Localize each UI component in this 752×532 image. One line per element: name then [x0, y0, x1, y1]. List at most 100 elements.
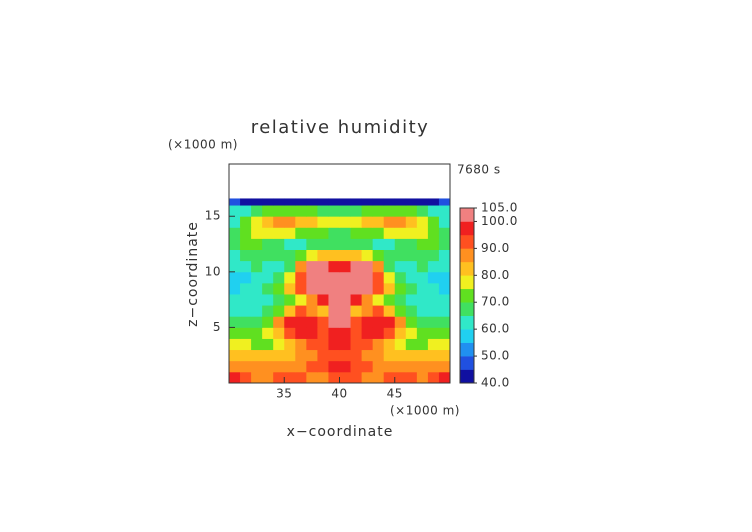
- heat-cell: [317, 271, 329, 284]
- heat-cell: [405, 371, 418, 384]
- heat-cell: [317, 249, 329, 262]
- colorbar-band: [460, 288, 474, 303]
- colorbar-band: [460, 369, 474, 384]
- heat-cell: [251, 205, 263, 217]
- heat-cell: [328, 216, 340, 228]
- heat-cell: [229, 260, 241, 273]
- heat-cell: [306, 227, 318, 239]
- heat-cell: [350, 238, 362, 250]
- heat-cell: [284, 238, 296, 250]
- heatmap: [229, 198, 451, 384]
- heat-cell: [361, 349, 374, 362]
- heat-cell: [383, 249, 396, 262]
- heat-cell: [240, 205, 252, 217]
- colorbar-tick-label: 40.0: [481, 376, 510, 390]
- heat-cell: [394, 227, 407, 239]
- heat-cell: [240, 305, 252, 317]
- heat-cell: [339, 271, 351, 284]
- heat-cell: [350, 282, 362, 295]
- heat-cell: [438, 198, 451, 206]
- heat-cell: [361, 260, 374, 273]
- heat-cell: [350, 316, 362, 328]
- heat-cell: [229, 271, 241, 284]
- heat-cell: [284, 371, 296, 384]
- heat-cell: [328, 249, 340, 262]
- heat-cell: [361, 305, 374, 317]
- heat-cell: [328, 338, 340, 351]
- heat-cell: [339, 371, 351, 384]
- colorbar-band: [460, 221, 474, 236]
- heat-cell: [229, 305, 241, 317]
- heat-cell: [372, 198, 385, 206]
- heat-cell: [394, 260, 407, 273]
- heat-cell: [427, 338, 440, 351]
- heat-cell: [262, 349, 274, 362]
- heat-cell: [295, 294, 307, 306]
- heat-cell: [306, 360, 318, 373]
- heat-cell: [295, 249, 307, 262]
- heat-cell: [284, 294, 296, 306]
- heat-cell: [339, 238, 351, 250]
- heat-cell: [240, 338, 252, 351]
- y-tick-label: 5: [213, 320, 221, 334]
- heat-cell: [262, 316, 274, 328]
- heat-cell: [372, 238, 385, 250]
- heat-cell: [372, 249, 385, 262]
- heat-cell: [251, 371, 263, 384]
- heat-cell: [306, 316, 318, 328]
- heat-cell: [350, 227, 362, 239]
- heat-cell: [427, 271, 440, 284]
- heat-cell: [416, 249, 429, 262]
- heat-cell: [339, 216, 351, 228]
- heat-cell: [328, 316, 340, 328]
- heat-cell: [295, 216, 307, 228]
- heat-cell: [317, 349, 329, 362]
- heat-cell: [416, 216, 429, 228]
- heat-cell: [273, 227, 285, 239]
- heat-cell: [350, 294, 362, 306]
- heat-cell: [361, 327, 374, 339]
- heat-cell: [361, 216, 374, 228]
- heat-cell: [251, 305, 263, 317]
- x-tick-label: 40: [331, 387, 347, 401]
- heat-cell: [306, 338, 318, 351]
- heat-cell: [317, 294, 329, 306]
- heat-cell: [372, 227, 385, 239]
- heat-cell: [317, 216, 329, 228]
- heat-cell: [339, 316, 351, 328]
- heat-cell: [361, 316, 374, 328]
- heat-cell: [273, 327, 285, 339]
- time-label: 7680 s: [457, 163, 501, 177]
- colorbar-band: [460, 248, 474, 263]
- heat-cell: [284, 205, 296, 217]
- heat-cell: [306, 238, 318, 250]
- heat-cell: [438, 349, 451, 362]
- heat-cell: [438, 227, 451, 239]
- colorbar-tick-label: 50.0: [481, 349, 510, 363]
- heat-cell: [416, 227, 429, 239]
- heat-cell: [317, 260, 329, 273]
- heat-cell: [284, 349, 296, 362]
- heat-cell: [229, 249, 241, 262]
- heat-cell: [328, 360, 340, 373]
- heat-cell: [416, 260, 429, 273]
- heat-cell: [295, 227, 307, 239]
- heat-cell: [251, 271, 263, 284]
- heat-cell: [405, 271, 418, 284]
- heat-cell: [416, 205, 429, 217]
- heat-cell: [229, 316, 241, 328]
- heat-cell: [339, 260, 351, 273]
- heat-cell: [416, 349, 429, 362]
- colorbar-tick-label: 105.0: [481, 201, 518, 215]
- heat-cell: [427, 327, 440, 339]
- heat-cell: [317, 371, 329, 384]
- heat-cell: [350, 327, 362, 339]
- heat-cell: [350, 198, 362, 206]
- heat-cell: [405, 316, 418, 328]
- heat-cell: [273, 338, 285, 351]
- heat-cell: [372, 316, 385, 328]
- colorbar-band: [460, 315, 474, 330]
- heat-cell: [427, 294, 440, 306]
- heat-cell: [427, 371, 440, 384]
